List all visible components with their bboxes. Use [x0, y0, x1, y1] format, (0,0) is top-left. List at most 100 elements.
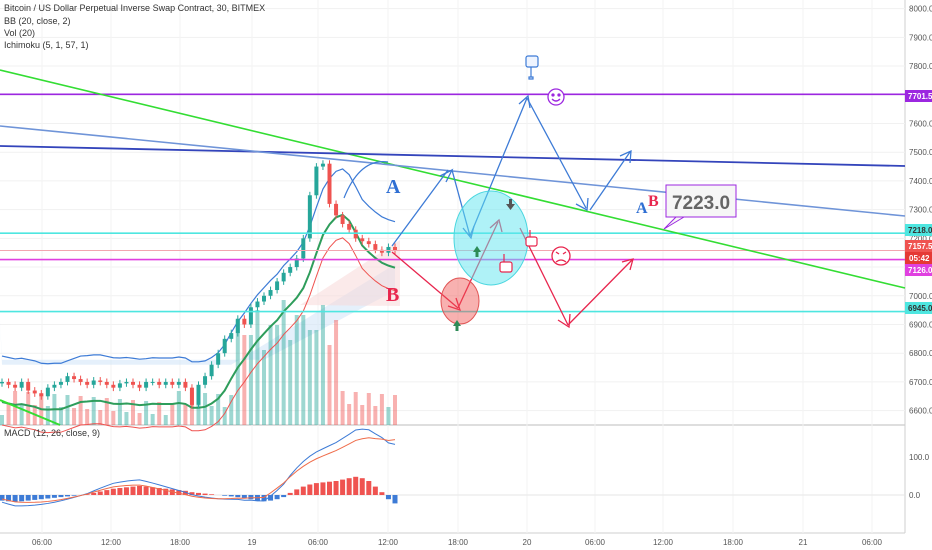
candle-body [13, 384, 18, 388]
price-tick-label: 6900.0 [909, 320, 932, 329]
price-tick-label: 7200.0 [909, 234, 932, 243]
candle-body [72, 376, 77, 380]
candle-body [6, 381, 11, 385]
red-arrow-4 [567, 258, 634, 326]
macd-histogram-bar [346, 478, 352, 495]
candle-body [307, 195, 312, 239]
candle-body [189, 387, 194, 405]
candle-body [32, 390, 37, 394]
price-tags: 7701.5 7218.0 7157.5 05:42 7126.0 6945.0 [905, 90, 932, 314]
price-tick-label: 7900.0 [909, 33, 932, 42]
red-arrow-1 [391, 251, 462, 312]
time-tick-label: 06:00 [308, 538, 329, 547]
candle-body [0, 381, 4, 384]
candle-body [288, 267, 293, 273]
macd-histogram-bar [189, 492, 195, 495]
macd-histogram-bar [274, 495, 280, 500]
macd-histogram-bar [130, 486, 136, 495]
candle-body [320, 163, 325, 167]
macd-histogram-bar [268, 495, 274, 501]
volume-bar [281, 300, 286, 425]
candle-body [209, 364, 214, 377]
macd-histogram-bar [117, 488, 123, 495]
svg-text:7701.5: 7701.5 [908, 92, 932, 101]
macd-histogram-bar [209, 494, 215, 495]
volume-bar [183, 404, 188, 425]
volume-bar [222, 407, 227, 425]
volume-bar [347, 404, 352, 425]
candle-body [131, 381, 135, 385]
volume-bar [373, 406, 378, 425]
macd-histogram-bar [58, 495, 64, 498]
time-tick-label: 12:00 [378, 538, 399, 547]
candle-body [39, 393, 44, 397]
volume-bar [386, 407, 391, 425]
volume-bar [0, 415, 4, 425]
svg-text:7126.0: 7126.0 [908, 266, 932, 275]
price-tick-label: 6700.0 [909, 378, 932, 387]
price-tag-current [905, 240, 932, 252]
price-tick-label: 7400.0 [909, 177, 932, 186]
macd-histogram-bar [327, 481, 332, 495]
candle-body [137, 384, 142, 388]
volume-bar [242, 335, 247, 425]
volume-bar [379, 394, 384, 425]
macd-histogram-bar [143, 486, 149, 495]
label-a: A [386, 176, 401, 198]
macd-histogram-bar [123, 487, 129, 495]
volume-bar [6, 403, 11, 425]
navy-trendline [0, 145, 906, 167]
macd-histogram-bar [71, 495, 77, 496]
macd-histogram-bar [6, 495, 12, 502]
volume-bar [334, 320, 339, 425]
macd-histogram-bar [156, 488, 162, 495]
volume-bar [117, 399, 122, 425]
macd-histogram-bar [51, 495, 57, 498]
callout-value: 7223.0 [672, 193, 730, 214]
cyan-ellipse [453, 190, 529, 286]
svg-text:7157.5: 7157.5 [908, 242, 932, 251]
candle-body [111, 384, 116, 388]
pointing-up-hand-icon [499, 254, 513, 273]
green-trendline [0, 69, 906, 289]
blue-curve [343, 161, 389, 199]
candle-body [393, 246, 397, 251]
macd-histogram-bar [110, 488, 116, 495]
macd-histogram-bar [313, 483, 319, 495]
time-tick-label: 06:00 [32, 538, 53, 547]
macd-histogram-bar [45, 495, 51, 499]
volume-bar [248, 335, 253, 425]
price-tick-label: 7800.0 [909, 62, 932, 71]
volume-bar [72, 408, 77, 425]
volume-bar [288, 340, 293, 425]
macd-histogram-bar [196, 492, 201, 495]
volume-bar [340, 391, 345, 425]
time-axis: 06:00 12:00 18:00 19 06:00 12:00 18:00 20 06:00 1… [32, 538, 883, 547]
blue-arrow-4 [526, 97, 589, 212]
volume-bar [360, 405, 365, 425]
volume-bar [111, 411, 116, 425]
macd-histogram-bar [19, 495, 25, 502]
horizontal-levels [0, 93, 905, 313]
price-tick-label: 6800.0 [909, 349, 932, 358]
macd-histogram-bar [241, 495, 247, 499]
macd-line [1, 428, 396, 507]
macd-histogram-bar [182, 490, 188, 495]
candle-body [183, 381, 188, 388]
volume-bar [320, 305, 325, 425]
candle-body [58, 381, 63, 385]
price-tick-label: 7500.0 [909, 148, 932, 157]
up-arrow-icon [473, 246, 481, 257]
candle-body [379, 249, 384, 253]
volume-bar [275, 325, 280, 425]
volume-bar [262, 350, 266, 425]
macd-histogram-bar [228, 495, 234, 497]
price-tag-cyan-lower [905, 302, 932, 314]
symbol-title: Bitcoin / US Dollar Perpetual Inverse Sw… [4, 3, 266, 13]
macd-histogram-bar [0, 495, 5, 501]
macd-histogram-bar [65, 495, 70, 497]
volume-bar [203, 393, 208, 425]
macd-pane [0, 425, 905, 533]
blue-arrow-5 [589, 149, 632, 211]
